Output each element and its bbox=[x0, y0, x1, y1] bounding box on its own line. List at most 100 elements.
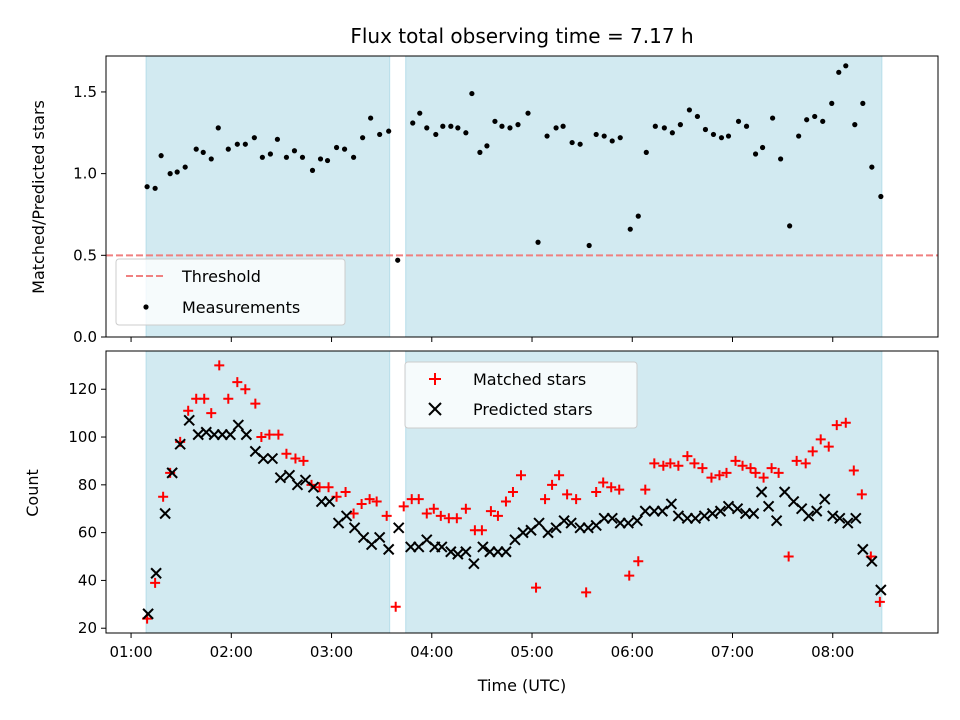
matched-star-point bbox=[428, 503, 439, 514]
predicted-star-point bbox=[842, 517, 854, 529]
measurement-point bbox=[469, 90, 475, 97]
predicted-star-point bbox=[722, 500, 735, 513]
measurement-point bbox=[395, 257, 401, 263]
predicted-star-point bbox=[517, 526, 529, 539]
measurement-point bbox=[860, 100, 866, 106]
predicted-star-point bbox=[857, 543, 869, 556]
measurement-point bbox=[208, 156, 214, 162]
matched-star-point bbox=[633, 556, 644, 567]
predicted-star-point bbox=[174, 438, 186, 450]
matched-star-point bbox=[314, 482, 325, 493]
predicted-star-point bbox=[689, 512, 702, 524]
matched-star-point bbox=[721, 467, 732, 478]
measurement-point bbox=[669, 130, 675, 136]
axes-frame bbox=[105, 350, 939, 634]
measurement-point bbox=[710, 131, 717, 138]
x-tick-label: 07:00 bbox=[711, 643, 754, 661]
predicted-star-point bbox=[755, 486, 768, 498]
predicted-star-point bbox=[606, 512, 618, 524]
matched-star-point bbox=[791, 455, 802, 466]
matched-star-point bbox=[614, 484, 625, 495]
matched-star-point bbox=[665, 458, 676, 469]
matched-star-point bbox=[206, 408, 217, 419]
matched-star-point bbox=[323, 482, 334, 493]
measurement-point bbox=[643, 149, 649, 155]
measurement-point bbox=[283, 154, 290, 160]
matched-star-point bbox=[689, 458, 700, 469]
measurement-point bbox=[843, 63, 849, 69]
measurement-point bbox=[499, 123, 505, 129]
matched-star-point bbox=[682, 451, 693, 462]
matched-star-point bbox=[673, 460, 684, 471]
measurement-point bbox=[167, 171, 173, 177]
measurement-point bbox=[350, 154, 357, 160]
predicted-star-point bbox=[714, 505, 727, 517]
measurement-point bbox=[152, 185, 158, 191]
matched-star-point bbox=[232, 377, 243, 388]
measurement-point bbox=[368, 115, 374, 121]
predicted-star-point bbox=[382, 543, 395, 556]
measurement-point bbox=[317, 156, 324, 162]
measurement-point bbox=[759, 144, 766, 151]
predicted-legend-label: Predicted stars bbox=[473, 400, 593, 419]
measurement-point bbox=[484, 143, 490, 149]
measurement-point bbox=[144, 184, 150, 190]
matched-star-point bbox=[531, 582, 542, 593]
measurement-point bbox=[752, 151, 759, 157]
measurement-point bbox=[433, 131, 439, 138]
predicted-star-point bbox=[348, 522, 361, 534]
matched-legend-label: Matched stars bbox=[473, 370, 586, 389]
top-y-axis-label: Matched/Predicted stars bbox=[29, 100, 48, 294]
measurement-point bbox=[702, 126, 709, 133]
measurement-point bbox=[617, 135, 623, 141]
matched-star-point bbox=[581, 587, 592, 598]
matched-star-point bbox=[515, 470, 526, 481]
predicted-star-point bbox=[582, 522, 594, 534]
predicted-star-point bbox=[827, 510, 839, 522]
predicted-star-point bbox=[192, 428, 204, 441]
predicted-star-point bbox=[323, 495, 336, 508]
matched-star-point bbox=[356, 498, 367, 509]
matched-star-point bbox=[476, 525, 487, 536]
measurement-point bbox=[878, 193, 884, 200]
x-tick-label: 08:00 bbox=[811, 643, 854, 661]
matched-star-point bbox=[697, 463, 708, 474]
predicted-star-point bbox=[291, 479, 304, 491]
matched-legend-swatch bbox=[429, 373, 441, 385]
measurement-point bbox=[686, 107, 693, 113]
x-tick-label: 04:00 bbox=[410, 643, 453, 661]
measurement-point bbox=[718, 135, 725, 141]
measurement-point bbox=[410, 120, 416, 126]
matched-star-point bbox=[390, 601, 401, 612]
measurement-point bbox=[577, 141, 583, 147]
matched-star-point bbox=[554, 470, 565, 481]
predicted-star-point bbox=[850, 512, 862, 524]
predicted-star-point bbox=[622, 517, 634, 529]
measurement-point bbox=[609, 138, 615, 144]
measurement-point bbox=[661, 125, 667, 131]
predicted-star-point bbox=[477, 541, 489, 553]
matched-star-point bbox=[290, 453, 301, 464]
predicted-star-point bbox=[166, 467, 178, 479]
measurement-point bbox=[424, 125, 430, 131]
x-tick-label: 03:00 bbox=[310, 643, 353, 661]
matched-star-point bbox=[214, 360, 225, 371]
measurement-point bbox=[200, 149, 206, 155]
measurement-point bbox=[553, 125, 559, 131]
measurement-point bbox=[259, 154, 265, 160]
bottom-y-axis-label: Count bbox=[23, 469, 42, 517]
predicted-star-point bbox=[445, 546, 457, 558]
predicted-star-point bbox=[340, 510, 353, 522]
matched-star-point bbox=[451, 513, 462, 524]
matched-star-point bbox=[874, 596, 885, 607]
matched-star-point bbox=[421, 508, 432, 519]
matched-star-point bbox=[398, 501, 409, 512]
predicted-star-point bbox=[183, 414, 195, 427]
measurement-point bbox=[299, 154, 306, 160]
predicted-star-point bbox=[811, 505, 823, 517]
matched-star-point bbox=[298, 455, 309, 466]
measurement-point bbox=[193, 146, 199, 152]
measurement-point bbox=[417, 110, 423, 116]
x-tick-label: 01:00 bbox=[109, 643, 152, 661]
